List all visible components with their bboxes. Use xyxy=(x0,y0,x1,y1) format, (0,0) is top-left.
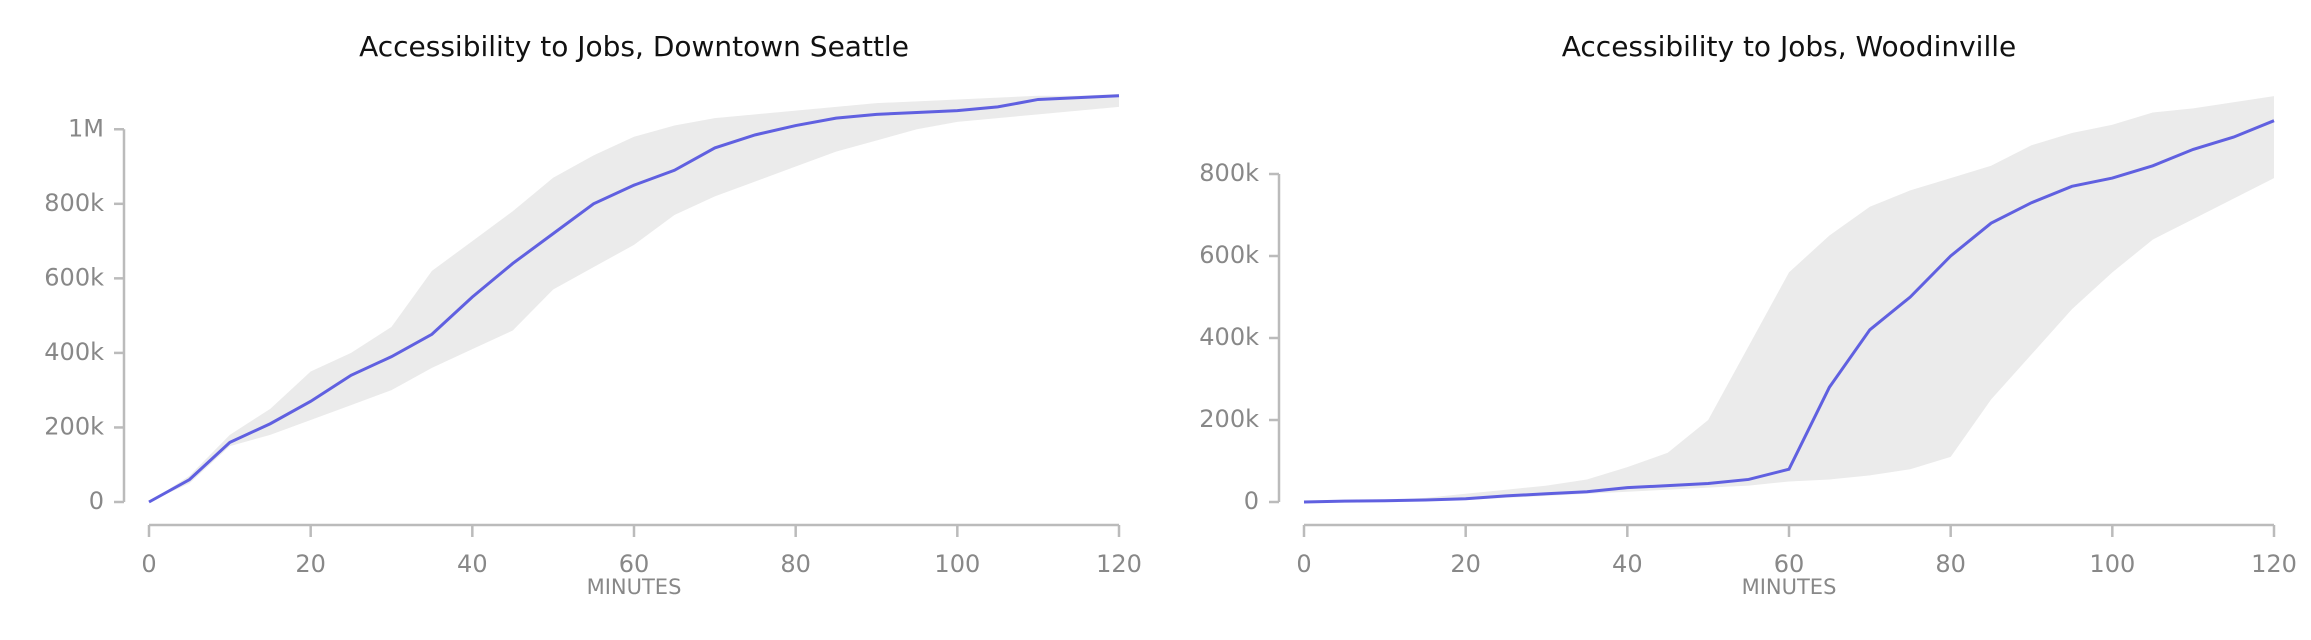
range-band xyxy=(1304,96,2274,502)
y-tick-label: 200k xyxy=(44,412,104,440)
median-line xyxy=(148,94,1120,504)
x-axis-label: MINUTES xyxy=(587,575,682,599)
y-tick-label: 800k xyxy=(1199,159,1259,187)
y-tick-label: 0 xyxy=(89,487,104,515)
median-line xyxy=(1303,119,2275,504)
x-tick-label: 40 xyxy=(457,550,488,578)
y-tick-label: 800k xyxy=(44,189,104,217)
x-tick-label: 100 xyxy=(934,550,980,578)
x-tick-label: 120 xyxy=(1096,550,1142,578)
x-tick-label: 80 xyxy=(780,550,811,578)
y-tick-label: 0 xyxy=(1244,487,1259,515)
x-axis-label: MINUTES xyxy=(1742,575,1837,599)
y-tick-label: 600k xyxy=(44,263,104,291)
x-tick-label: 40 xyxy=(1612,550,1643,578)
x-tick-label: 80 xyxy=(1935,550,1966,578)
x-tick-label: 120 xyxy=(2251,550,2297,578)
x-tick-label: 20 xyxy=(1450,550,1481,578)
x-tick-label: 0 xyxy=(141,550,156,578)
x-tick-label: 20 xyxy=(295,550,326,578)
chart-title: Accessibility to Jobs, Downtown Seattle xyxy=(359,30,909,63)
x-tick-label: 60 xyxy=(1774,550,1805,578)
y-tick-label: 200k xyxy=(1199,405,1259,433)
x-tick-label: 0 xyxy=(1296,550,1311,578)
y-tick-label: 600k xyxy=(1199,241,1259,269)
x-tick-label: 100 xyxy=(2089,550,2135,578)
x-tick-label: 60 xyxy=(619,550,650,578)
y-tick-label: 400k xyxy=(1199,323,1259,351)
chart-title: Accessibility to Jobs, Woodinville xyxy=(1562,30,2017,63)
y-tick-label: 1M xyxy=(68,114,104,142)
y-tick-label: 400k xyxy=(44,338,104,366)
range-band xyxy=(149,93,1119,502)
